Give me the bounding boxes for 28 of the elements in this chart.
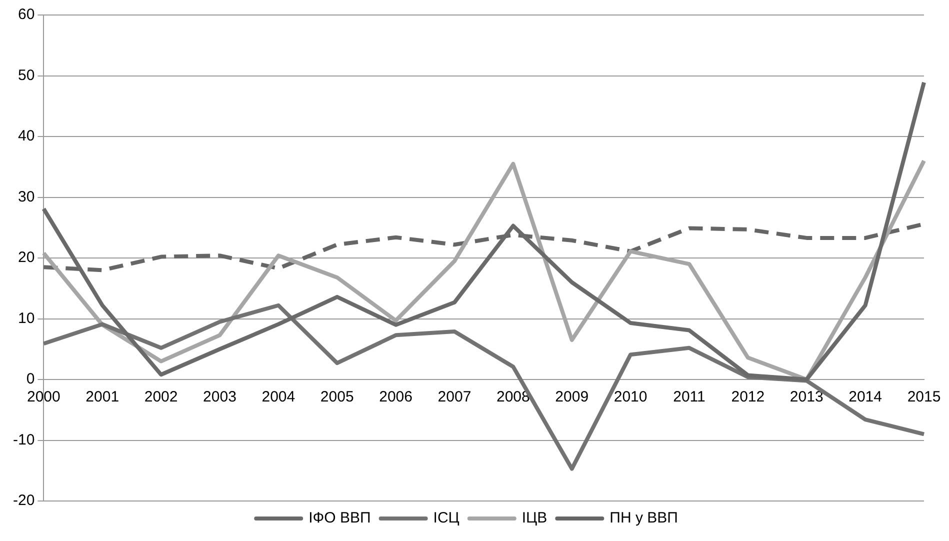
y-tick-label: -20 bbox=[12, 492, 35, 510]
y-tick-label: 10 bbox=[18, 310, 35, 327]
x-tick-label: 2006 bbox=[379, 388, 412, 406]
y-tick-label: -10 bbox=[12, 431, 35, 448]
y-tick-label: 40 bbox=[18, 128, 35, 145]
x-tick-label: 2011 bbox=[673, 388, 706, 406]
legend-label: ІФО ВВП bbox=[308, 510, 371, 527]
x-tick-label: 2015 bbox=[907, 388, 941, 406]
x-tick-label: 2012 bbox=[731, 388, 765, 406]
y-tick-label: 0 bbox=[26, 370, 35, 388]
y-tick-label: 60 bbox=[18, 6, 35, 24]
x-tick-label: 2014 bbox=[848, 388, 882, 406]
x-tick-label: 2009 bbox=[555, 388, 589, 406]
x-tick-label: 2013 bbox=[790, 388, 824, 406]
x-tick-label: 2005 bbox=[320, 388, 354, 406]
legend-label: ПН у ВВП bbox=[610, 510, 678, 527]
x-tick-label: 2007 bbox=[438, 388, 472, 406]
legend-label: ІСЦ bbox=[433, 510, 460, 527]
y-tick-label: 50 bbox=[18, 66, 35, 84]
y-tick-label: 30 bbox=[18, 188, 35, 206]
x-tick-label: 2004 bbox=[262, 388, 296, 406]
x-tick-label: 2000 bbox=[26, 388, 60, 406]
legend-label: ІЦВ bbox=[522, 510, 548, 527]
x-tick-label: 2001 bbox=[86, 388, 120, 406]
x-tick-label: 2003 bbox=[203, 388, 236, 406]
y-tick-label: 20 bbox=[18, 249, 35, 266]
x-tick-label: 2002 bbox=[144, 388, 178, 406]
x-tick-label: 2010 bbox=[614, 388, 648, 406]
